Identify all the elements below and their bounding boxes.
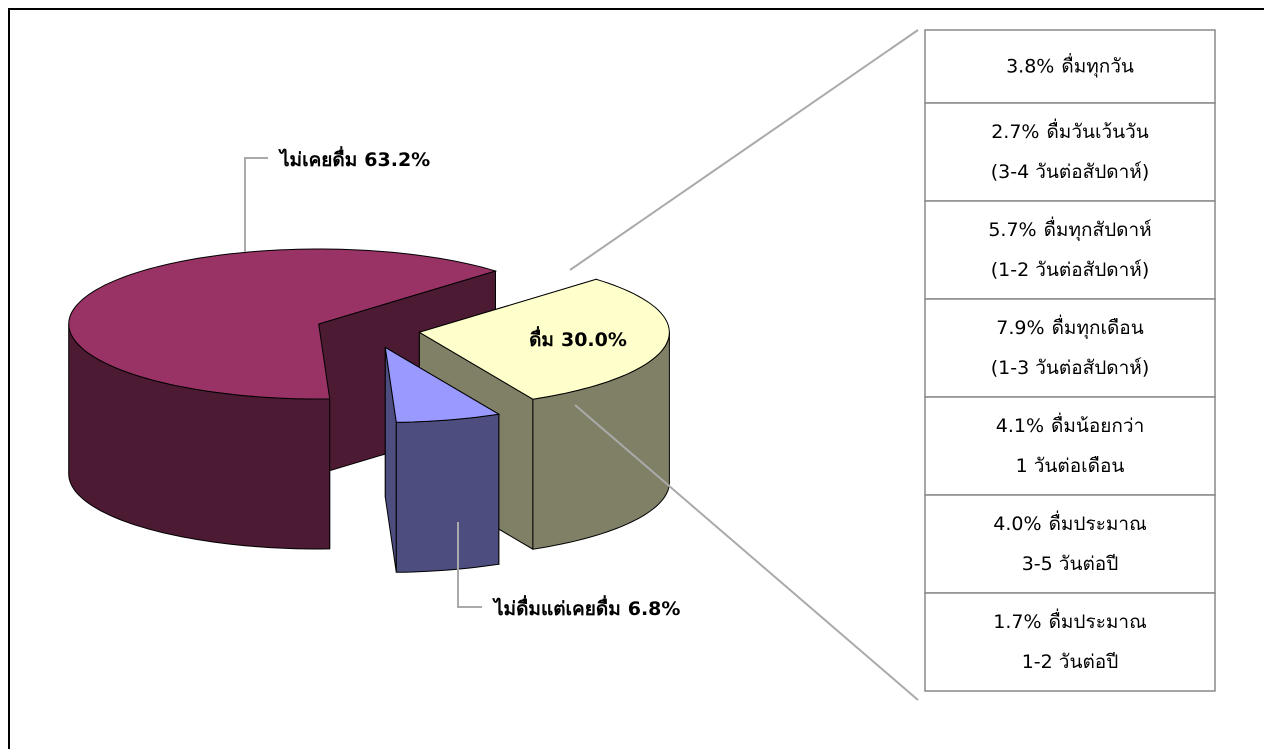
breakdown-label: ดื่มทุกวัน	[1061, 52, 1134, 78]
breakdown-text: 1 วันต่อเดือน	[1016, 455, 1125, 477]
breakdown-label: ดื่มประมาณ	[1049, 510, 1147, 535]
breakdown-cell	[924, 29, 1216, 104]
breakdown-text: 1-2 วันต่อปี	[1022, 651, 1119, 673]
breakdown-label: 1-2 วันต่อปี	[1022, 651, 1119, 673]
breakdown-label: ดื่มประมาณ	[1049, 608, 1147, 633]
connector-line	[574, 404, 919, 701]
slice-label-value: 30.0%	[561, 329, 627, 351]
breakdown-cell	[924, 396, 1216, 496]
breakdown-label: (1-3 วันต่อสัปดาห์)	[991, 357, 1150, 379]
breakdown-text: 4.1% ดื่มน้อยกว่า	[996, 412, 1145, 437]
breakdown-text: 2.7% ดื่มวันเว้นวัน	[991, 118, 1149, 143]
slice-label: ดื่ม 30.0%	[529, 326, 627, 351]
slice-label-name: ไม่เคยดื่ม	[278, 146, 357, 171]
breakdown-label: ดื่มทุกสัปดาห์	[1044, 216, 1152, 242]
breakdown-text: 5.7% ดื่มทุกสัปดาห์	[988, 216, 1151, 242]
pie-slice	[68, 248, 498, 550]
breakdown-cell	[924, 494, 1216, 594]
breakdown-label: ดื่มทุกเดือน	[1052, 314, 1144, 340]
breakdown-label: (3-4 วันต่อสัปดาห์)	[991, 161, 1150, 183]
breakdown-text: 7.9% ดื่มทุกเดือน	[996, 314, 1143, 340]
breakdown-text: (3-4 วันต่อสัปดาห์)	[991, 161, 1150, 183]
breakdown-value: 4.0%	[993, 513, 1041, 535]
leader-line	[244, 157, 268, 252]
slice-label-value: 63.2%	[364, 149, 430, 171]
breakdown-text: 3-5 วันต่อปี	[1022, 553, 1119, 575]
slice-label-name: ไม่ดื่มแต่เคยดื่ม	[492, 595, 621, 620]
slice-label: ไม่เคยดื่ม 63.2%	[278, 146, 430, 171]
breakdown-label: (1-2 วันต่อสัปดาห์)	[991, 259, 1150, 281]
breakdown-label: 1 วันต่อเดือน	[1016, 455, 1125, 477]
slice-label: ไม่ดื่มแต่เคยดื่ม 6.8%	[492, 595, 680, 620]
breakdown-value: 5.7%	[988, 219, 1036, 241]
leader-line	[457, 522, 482, 608]
breakdown-value: 4.1%	[996, 415, 1044, 437]
breakdown-value: 1.7%	[993, 611, 1041, 633]
breakdown-cell	[924, 298, 1216, 398]
slice-side	[395, 413, 500, 573]
breakdown-cell	[924, 102, 1216, 202]
slice-top	[418, 278, 670, 400]
connector-line	[569, 29, 919, 271]
slice-label-name: ดื่ม	[529, 326, 554, 351]
breakdown-label: ดื่มวันเว้นวัน	[1046, 118, 1148, 143]
breakdown-text: 1.7% ดื่มประมาณ	[993, 608, 1146, 633]
breakdown-text: (1-3 วันต่อสัปดาห์)	[991, 357, 1150, 379]
slice-label-value: 6.8%	[628, 598, 681, 620]
slice-top	[68, 248, 498, 400]
breakdown-text: 3.8% ดื่มทุกวัน	[1006, 52, 1134, 78]
breakdown-value: 3.8%	[1006, 55, 1054, 77]
slice-top	[384, 346, 501, 423]
breakdown-label: 3-5 วันต่อปี	[1022, 553, 1119, 575]
breakdown-text: (1-2 วันต่อสัปดาห์)	[991, 259, 1150, 281]
breakdown-label: ดื่มน้อยกว่า	[1051, 412, 1144, 437]
pie-slice	[384, 346, 501, 573]
breakdown-cell	[924, 200, 1216, 300]
frame	[8, 8, 1264, 749]
breakdown-value: 7.9%	[996, 317, 1044, 339]
breakdown-value: 2.7%	[991, 121, 1039, 143]
breakdown-text: 4.0% ดื่มประมาณ	[993, 510, 1146, 535]
breakdown-cell	[924, 592, 1216, 692]
